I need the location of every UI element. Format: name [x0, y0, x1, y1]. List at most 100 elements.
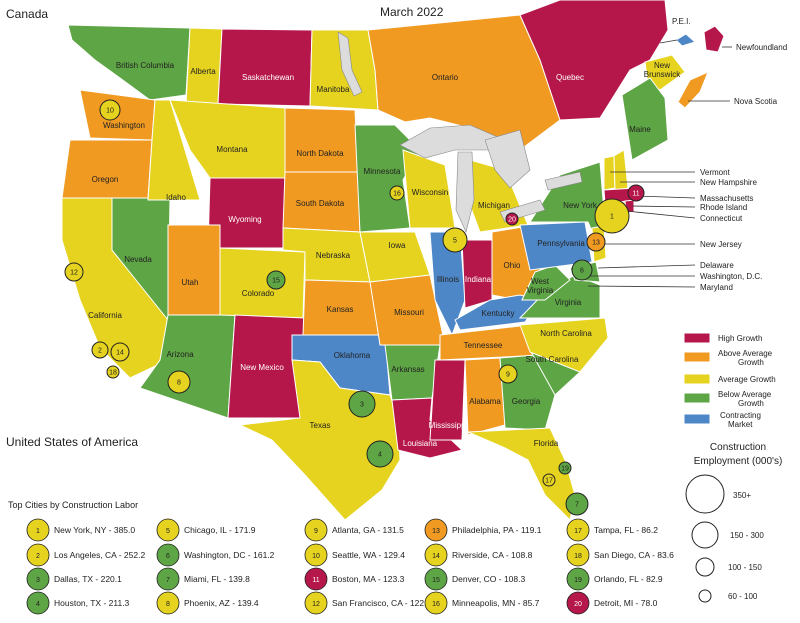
region-north-carolina: [519, 317, 609, 373]
city-bubble: 13: [586, 232, 606, 252]
city-list-rank: 16: [432, 601, 440, 608]
legend-swatch-above: [683, 351, 711, 363]
label-canada: Canada: [6, 7, 48, 21]
city-list-rank: 4: [36, 601, 40, 608]
city-bubble: 7: [565, 492, 589, 516]
city-list-name: Minneapolis, MN - 85.7: [452, 598, 540, 608]
label-louisiana: Louisiana: [403, 439, 438, 448]
usa-regions: [61, 77, 669, 522]
label-wyoming: Wyoming: [228, 215, 261, 224]
callout-new-hampshire: New Hampshire: [700, 178, 757, 187]
city-list-circle: [424, 567, 448, 591]
city-list-rank: 20: [574, 601, 582, 608]
callout-labels: P.E.I. Newfoundland Nova Scotia Vermont …: [672, 17, 787, 292]
city-list-rank: 11: [312, 577, 319, 584]
city-bubble-circle: [571, 259, 593, 281]
city-list-circle: [26, 567, 50, 591]
region-saskatchewan: [217, 28, 313, 107]
city-list-rank: 14: [432, 553, 440, 560]
label-georgia: Georgia: [512, 397, 541, 406]
legend-label-contracting-1: Contracting: [720, 411, 761, 420]
city-bubble: 1: [594, 198, 630, 234]
city-list: 1 New York, NY - 385.0 2 Los Angeles, CA - …: [26, 518, 674, 615]
city-list-circle: [156, 567, 180, 591]
label-montana: Montana: [216, 145, 248, 154]
label-kansas: Kansas: [327, 305, 354, 314]
city-bubble-rank: 12: [70, 270, 78, 277]
size-label-350: 350+: [733, 491, 751, 500]
city-bubble-rank: 7: [575, 502, 579, 509]
region-iowa: [359, 231, 431, 283]
region-nova-scotia: [677, 71, 709, 109]
label-alabama: Alabama: [469, 397, 501, 406]
city-list-rank: 18: [574, 553, 582, 560]
city-list-rank: 13: [432, 528, 440, 535]
city-list-item: 19 Orlando, FL - 82.9: [566, 567, 663, 591]
label-saskatchewan: Saskatchewan: [242, 73, 294, 82]
label-british-columbia: British Columbia: [116, 61, 175, 70]
city-bubble: 6: [571, 259, 593, 281]
city-list-rank: 19: [574, 577, 582, 584]
label-south-dakota: South Dakota: [296, 199, 345, 208]
city-list-rank: 7: [166, 577, 170, 584]
city-list-name: Atlanta, GA - 131.5: [332, 525, 404, 535]
city-bubble-rank: 15: [272, 278, 280, 285]
region-indiana: [461, 239, 493, 309]
legend-label-high: High Growth: [718, 334, 762, 343]
region-north-dakota: [284, 107, 359, 173]
city-list-name: Orlando, FL - 82.9: [594, 574, 663, 584]
city-bubble-rank: 3: [360, 402, 364, 409]
city-list-rank: 6: [166, 553, 170, 560]
size-label-100: 100 - 150: [728, 563, 762, 572]
size-circle-150: [691, 521, 719, 549]
label-tennessee: Tennessee: [464, 341, 503, 350]
city-list-item: 11 Boston, MA - 123.3: [304, 567, 405, 591]
legend-label-average: Average Growth: [718, 375, 776, 384]
city-list-circle: [156, 543, 180, 567]
callout-vermont: Vermont: [700, 168, 731, 177]
city-list-rank: 2: [36, 553, 40, 560]
label-west-virginia-2: Virginia: [527, 286, 554, 295]
label-pennsylvania: Pennsylvania: [537, 239, 585, 248]
label-idaho: Idaho: [166, 193, 187, 202]
label-kentucky: Kentucky: [482, 309, 515, 318]
city-bubble-circle: [266, 270, 286, 290]
city-list-item: 12 San Francisco, CA - 122.0: [304, 591, 431, 615]
city-bubble-rank: 18: [109, 370, 117, 377]
city-list-rank: 8: [166, 601, 170, 608]
label-alberta: Alberta: [190, 67, 216, 76]
city-bubble-rank: 1: [610, 214, 614, 221]
callout-washington-dc: Washington, D.C.: [700, 272, 762, 281]
city-list-item: 1 New York, NY - 385.0: [26, 518, 135, 542]
city-bubble: 17: [542, 473, 556, 487]
label-maine: Maine: [629, 125, 651, 134]
city-list-circle: [424, 543, 448, 567]
callout-new-jersey: New Jersey: [700, 240, 742, 249]
region-newfoundland: [703, 25, 725, 53]
city-list-circle: [566, 567, 590, 591]
callout-nova-scotia: Nova Scotia: [734, 97, 778, 106]
region-mississippi: [429, 359, 466, 441]
callout-maryland: Maryland: [700, 283, 733, 292]
map-title: March 2022: [380, 5, 444, 19]
city-bubble-circle: [167, 370, 191, 394]
city-list-circle: [156, 518, 180, 542]
city-bubble-rank: 11: [632, 191, 639, 198]
city-bubble-circle: [498, 364, 518, 384]
label-new-brunswick-2: Brunswick: [644, 70, 681, 79]
city-list-item: 4 Houston, TX - 211.3: [26, 591, 130, 615]
region-vermont: [603, 155, 616, 191]
city-list-circle: [304, 518, 328, 542]
label-quebec: Quebec: [556, 73, 584, 82]
city-list-item: 10 Seattle, WA - 129.4: [304, 543, 405, 567]
region-alberta: [185, 27, 223, 105]
city-list-circle: [424, 518, 448, 542]
region-florida: [467, 427, 576, 522]
label-west-virginia-1: West: [531, 277, 550, 286]
label-mississippi: Mississippi: [429, 421, 468, 430]
city-list-item: 9 Atlanta, GA - 131.5: [304, 518, 404, 542]
callout-rhode-island: Rhode Island: [700, 203, 747, 212]
callout-pei: P.E.I.: [672, 17, 691, 26]
